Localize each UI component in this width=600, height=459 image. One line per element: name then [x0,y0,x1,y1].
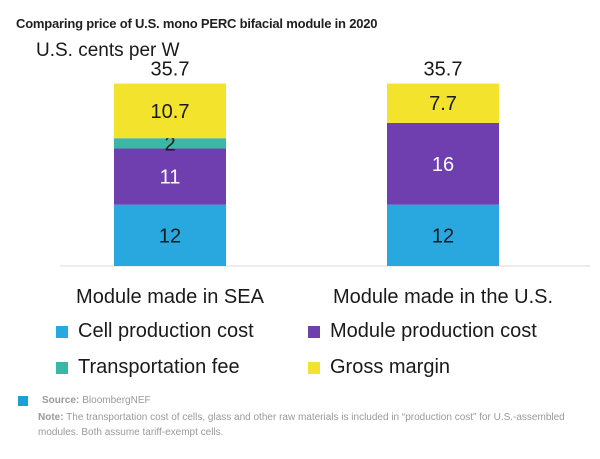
bar-segment [114,148,226,205]
category-label: Module made in SEA [76,286,265,308]
bar-value-label: 7.7 [429,93,457,115]
legend-item-cell-production: Cell production cost [56,320,254,343]
legend-item-transportation: Transportation fee [56,356,240,379]
bar-total-label: 35.7 [151,59,190,81]
bar-value-label: 12 [432,225,454,247]
bars-group: 12 11 2 10.7 35.7 Module made in SEA 12 16 7.7 35… [76,59,553,308]
bar-value-label: 11 [160,167,181,189]
bar-value-label: 2 [164,133,175,155]
legend-label: Module production cost [330,320,537,342]
y-axis-unit-label: U.S. cents per W [36,40,180,61]
bar-value-label: 16 [432,154,454,176]
source-square-icon [18,395,28,406]
bar-segment [114,83,226,139]
source-text: BloombergNEF [82,395,151,406]
source-line: Source: BloombergNEF [18,395,151,406]
category-label: Module made in the U.S. [333,286,553,308]
bar-segment [387,204,499,266]
note-text: The transportation cost of cells, glass … [38,412,565,438]
bar-segment [114,138,226,149]
legend-swatch [56,325,68,338]
legend-swatch [308,361,320,374]
legend-swatch [308,325,320,338]
legend-swatch [56,361,68,374]
bar-segment [114,204,226,266]
legend-label: Transportation fee [78,356,240,378]
bar-value-label: 10.7 [151,101,190,123]
bar-total-label: 35.7 [424,59,463,81]
bar-segment [387,122,499,205]
legend-item-gross-margin: Gross margin [308,356,450,379]
source-label: Source: [42,395,80,406]
stacked-bar-chart: 12 11 2 10.7 35.7 Module made in SEA 12 16 7.7 35… [60,59,590,308]
legend-item-module-production: Module production cost [308,320,537,343]
bar-value-label: 12 [159,225,181,247]
chart-title: Comparing price of U.S. mono PERC bifaci… [16,16,378,31]
legend-label: Gross margin [330,356,451,378]
legend-label: Cell production cost [78,320,254,342]
note-label: Note: [38,412,64,423]
footnote: Note: The transportation cost of cells, … [38,410,588,440]
bar-segment [387,83,499,123]
